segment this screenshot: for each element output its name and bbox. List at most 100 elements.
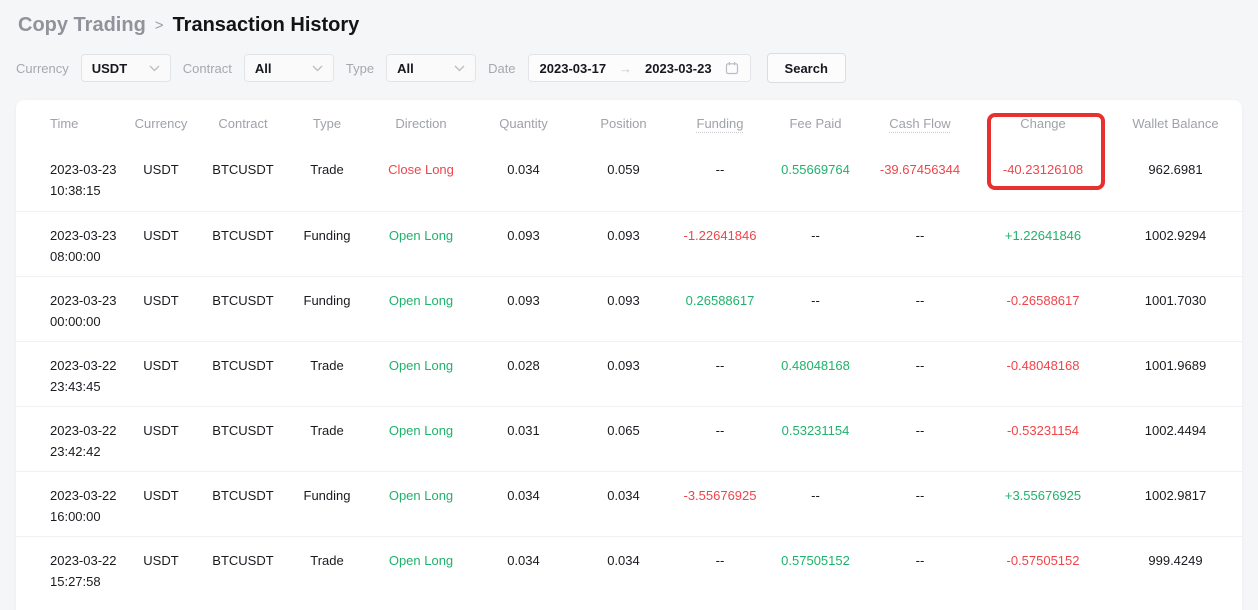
cell-type: Trade bbox=[284, 159, 370, 180]
page-title: Transaction History bbox=[173, 14, 360, 37]
date-start-value[interactable]: 2023-03-17 bbox=[540, 61, 607, 76]
cell-direction: Open Long bbox=[370, 485, 472, 506]
cell-direction: Close Long bbox=[370, 159, 472, 180]
cell-contract: BTCUSDT bbox=[202, 290, 284, 311]
cell-currency: USDT bbox=[120, 225, 202, 246]
cell-wallet-balance: 1002.9294 bbox=[1109, 225, 1242, 246]
cell-contract: BTCUSDT bbox=[202, 355, 284, 376]
cell-time: 2023-03-23 10:38:15 bbox=[16, 159, 120, 201]
cell-cash-flow: -- bbox=[863, 550, 977, 571]
cell-contract: BTCUSDT bbox=[202, 225, 284, 246]
cell-time: 2023-03-22 23:43:45 bbox=[16, 355, 120, 397]
column-header-quantity: Quantity bbox=[472, 116, 575, 131]
table-row: 2023-03-22 23:43:45 USDT BTCUSDT Trade Open L… bbox=[16, 341, 1242, 406]
cell-funding: -- bbox=[672, 159, 768, 180]
cell-position: 0.034 bbox=[575, 550, 672, 571]
cell-contract: BTCUSDT bbox=[202, 420, 284, 441]
cell-type: Funding bbox=[284, 485, 370, 506]
cell-time: 2023-03-22 16:00:00 bbox=[16, 485, 120, 527]
cell-change: -0.53231154 bbox=[977, 420, 1109, 441]
currency-label: Currency bbox=[16, 61, 69, 76]
cell-currency: USDT bbox=[120, 159, 202, 180]
cell-direction: Open Long bbox=[370, 420, 472, 441]
transaction-history-page: Copy Trading > Transaction History Curre… bbox=[0, 0, 1258, 610]
cell-change: -0.26588617 bbox=[977, 290, 1109, 311]
cell-quantity: 0.093 bbox=[472, 225, 575, 246]
column-header-change: Change bbox=[977, 116, 1109, 131]
cell-contract: BTCUSDT bbox=[202, 485, 284, 506]
cell-contract: BTCUSDT bbox=[202, 159, 284, 180]
date-label: Date bbox=[488, 61, 515, 76]
column-header-wallet-balance: Wallet Balance bbox=[1109, 116, 1242, 131]
column-header-cash-flow: Cash Flow bbox=[863, 116, 977, 131]
table-row: 2023-03-22 23:42:42 USDT BTCUSDT Trade Open L… bbox=[16, 406, 1242, 471]
chevron-down-icon bbox=[312, 65, 323, 72]
cell-position: 0.065 bbox=[575, 420, 672, 441]
cell-fee-paid: 0.53231154 bbox=[768, 420, 863, 441]
column-header-fee-paid: Fee Paid bbox=[768, 116, 863, 131]
cell-fee-paid: -- bbox=[768, 485, 863, 506]
type-select[interactable]: All bbox=[386, 54, 476, 82]
cell-currency: USDT bbox=[120, 420, 202, 441]
cell-currency: USDT bbox=[120, 485, 202, 506]
cell-change: -40.23126108 bbox=[977, 159, 1109, 180]
cell-position: 0.034 bbox=[575, 485, 672, 506]
cell-position: 0.093 bbox=[575, 225, 672, 246]
table-header-row: Time Currency Contract Type Direction Quantit… bbox=[16, 100, 1242, 146]
chevron-down-icon bbox=[149, 65, 160, 72]
currency-select[interactable]: USDT bbox=[81, 54, 171, 82]
date-range-picker[interactable]: 2023-03-17 → 2023-03-23 bbox=[528, 54, 751, 82]
cell-change: -0.57505152 bbox=[977, 550, 1109, 571]
cell-wallet-balance: 1002.4494 bbox=[1109, 420, 1242, 441]
cell-funding: 0.26588617 bbox=[672, 290, 768, 311]
contract-select-value: All bbox=[255, 61, 272, 76]
breadcrumb-parent[interactable]: Copy Trading bbox=[18, 14, 146, 37]
calendar-icon[interactable] bbox=[725, 61, 739, 75]
cell-time: 2023-03-22 15:27:58 bbox=[16, 550, 120, 592]
cell-funding: -- bbox=[672, 420, 768, 441]
cell-position: 0.093 bbox=[575, 290, 672, 311]
table-row: 2023-03-22 15:27:58 USDT BTCUSDT Trade Open L… bbox=[16, 536, 1242, 601]
cell-funding: -1.22641846 bbox=[672, 225, 768, 246]
column-header-direction: Direction bbox=[370, 116, 472, 131]
cell-position: 0.093 bbox=[575, 355, 672, 376]
cell-wallet-balance: 1002.9817 bbox=[1109, 485, 1242, 506]
cell-type: Funding bbox=[284, 290, 370, 311]
table-row: 2023-03-23 10:38:15 USDT BTCUSDT Trade Close … bbox=[16, 146, 1242, 211]
date-end-value[interactable]: 2023-03-23 bbox=[645, 61, 712, 76]
table-row: 2023-03-23 00:00:00 USDT BTCUSDT Funding Open… bbox=[16, 276, 1242, 341]
filter-bar: Currency USDT Contract All Type All Date… bbox=[16, 53, 1242, 83]
table-row: 2023-03-22 16:00:00 USDT BTCUSDT Funding Open… bbox=[16, 471, 1242, 536]
cell-time: 2023-03-22 23:42:42 bbox=[16, 420, 120, 462]
cell-position: 0.059 bbox=[575, 159, 672, 180]
search-button[interactable]: Search bbox=[767, 53, 846, 83]
chevron-down-icon bbox=[454, 65, 465, 72]
cell-wallet-balance: 999.4249 bbox=[1109, 550, 1242, 571]
cell-time: 2023-03-23 08:00:00 bbox=[16, 225, 120, 267]
cell-type: Funding bbox=[284, 225, 370, 246]
cell-fee-paid: 0.48048168 bbox=[768, 355, 863, 376]
contract-select[interactable]: All bbox=[244, 54, 334, 82]
cell-direction: Open Long bbox=[370, 355, 472, 376]
cell-change: +1.22641846 bbox=[977, 225, 1109, 246]
type-label: Type bbox=[346, 61, 374, 76]
cell-quantity: 0.034 bbox=[472, 485, 575, 506]
transaction-table-card: Time Currency Contract Type Direction Quantit… bbox=[16, 100, 1242, 610]
cell-funding: -- bbox=[672, 355, 768, 376]
cell-quantity: 0.034 bbox=[472, 159, 575, 180]
cell-quantity: 0.034 bbox=[472, 550, 575, 571]
cell-funding: -- bbox=[672, 550, 768, 571]
type-select-value: All bbox=[397, 61, 414, 76]
cell-cash-flow: -39.67456344 bbox=[863, 159, 977, 180]
column-header-time: Time bbox=[16, 116, 120, 131]
table-row: 2023-03-23 08:00:00 USDT BTCUSDT Funding Open… bbox=[16, 211, 1242, 276]
contract-label: Contract bbox=[183, 61, 232, 76]
cell-quantity: 0.031 bbox=[472, 420, 575, 441]
cell-currency: USDT bbox=[120, 355, 202, 376]
column-header-position: Position bbox=[575, 116, 672, 131]
cell-type: Trade bbox=[284, 420, 370, 441]
cell-fee-paid: -- bbox=[768, 290, 863, 311]
cell-cash-flow: -- bbox=[863, 420, 977, 441]
cell-quantity: 0.028 bbox=[472, 355, 575, 376]
date-range-arrow: → bbox=[619, 61, 632, 76]
